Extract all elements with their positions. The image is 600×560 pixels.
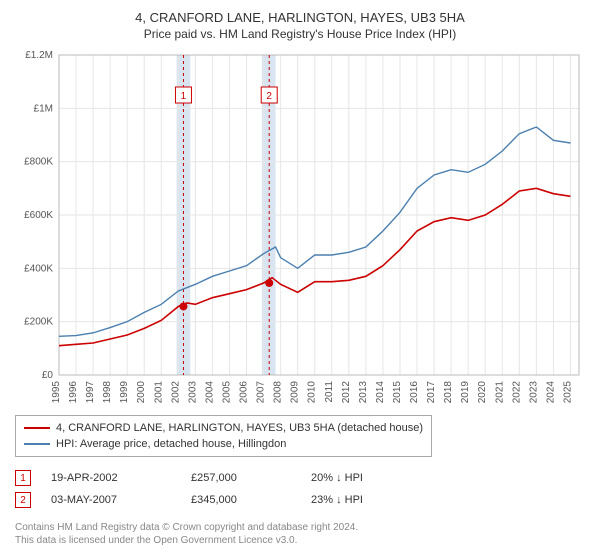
sale-delta: 23% ↓ HPI bbox=[311, 494, 411, 506]
svg-text:2022: 2022 bbox=[511, 381, 522, 404]
sale-row: 2 03-MAY-2007 £345,000 23% ↓ HPI bbox=[15, 489, 585, 511]
footnote-line: This data is licensed under the Open Gov… bbox=[15, 534, 585, 547]
svg-text:2010: 2010 bbox=[307, 381, 318, 404]
footnote-line: Contains HM Land Registry data © Crown c… bbox=[15, 521, 585, 534]
sales-table: 1 19-APR-2002 £257,000 20% ↓ HPI 2 03-MAY-200… bbox=[15, 467, 585, 511]
svg-text:2017: 2017 bbox=[426, 381, 437, 404]
svg-text:1999: 1999 bbox=[119, 381, 130, 404]
svg-text:£400K: £400K bbox=[24, 263, 53, 274]
svg-text:2011: 2011 bbox=[324, 381, 335, 403]
sale-price: £345,000 bbox=[191, 494, 291, 506]
svg-text:£0: £0 bbox=[42, 370, 54, 381]
svg-text:£1M: £1M bbox=[34, 103, 53, 114]
svg-text:2015: 2015 bbox=[392, 381, 403, 404]
svg-text:£800K: £800K bbox=[24, 157, 53, 168]
svg-text:2012: 2012 bbox=[341, 381, 352, 404]
sale-date: 19-APR-2002 bbox=[51, 472, 171, 484]
svg-text:2005: 2005 bbox=[221, 381, 232, 404]
svg-text:1998: 1998 bbox=[102, 381, 113, 404]
svg-text:2: 2 bbox=[266, 91, 272, 102]
chart-title: 4, CRANFORD LANE, HARLINGTON, HAYES, UB3… bbox=[15, 10, 585, 25]
svg-text:2000: 2000 bbox=[136, 381, 147, 404]
svg-text:2006: 2006 bbox=[239, 381, 250, 404]
svg-text:2019: 2019 bbox=[460, 381, 471, 404]
svg-text:2013: 2013 bbox=[358, 381, 369, 404]
legend-label: 4, CRANFORD LANE, HARLINGTON, HAYES, UB3… bbox=[56, 422, 423, 434]
svg-text:2016: 2016 bbox=[409, 381, 420, 404]
svg-text:2007: 2007 bbox=[256, 381, 267, 404]
svg-text:2002: 2002 bbox=[170, 381, 181, 404]
svg-text:2003: 2003 bbox=[187, 381, 198, 404]
svg-text:£600K: £600K bbox=[24, 210, 53, 221]
legend-swatch bbox=[24, 427, 50, 429]
legend-label: HPI: Average price, detached house, Hill… bbox=[56, 438, 286, 450]
svg-text:2024: 2024 bbox=[545, 381, 556, 404]
svg-text:1: 1 bbox=[181, 91, 187, 102]
svg-text:2004: 2004 bbox=[204, 381, 215, 404]
sale-badge: 1 bbox=[15, 470, 31, 486]
svg-text:1996: 1996 bbox=[68, 381, 79, 404]
svg-text:2023: 2023 bbox=[528, 381, 539, 404]
svg-text:2021: 2021 bbox=[494, 381, 505, 404]
svg-text:2020: 2020 bbox=[477, 381, 488, 404]
legend-swatch bbox=[24, 443, 50, 445]
line-chart: £0 £200K £400K £600K £800K £1M £1.2M 1995 1996 19… bbox=[15, 47, 585, 407]
sale-delta: 20% ↓ HPI bbox=[311, 472, 411, 484]
svg-text:2001: 2001 bbox=[153, 381, 164, 404]
legend-item: HPI: Average price, detached house, Hill… bbox=[24, 436, 423, 452]
sale-row: 1 19-APR-2002 £257,000 20% ↓ HPI bbox=[15, 467, 585, 489]
chart-area: £0 £200K £400K £600K £800K £1M £1.2M 1995 1996 19… bbox=[15, 47, 585, 407]
svg-text:£200K: £200K bbox=[24, 317, 53, 328]
svg-text:2014: 2014 bbox=[375, 381, 386, 404]
svg-text:1995: 1995 bbox=[51, 381, 62, 404]
sale-badge: 2 bbox=[15, 492, 31, 508]
chart-subtitle: Price paid vs. HM Land Registry's House … bbox=[15, 27, 585, 41]
legend-item: 4, CRANFORD LANE, HARLINGTON, HAYES, UB3… bbox=[24, 420, 423, 436]
sale-price: £257,000 bbox=[191, 472, 291, 484]
svg-text:£1.2M: £1.2M bbox=[25, 50, 53, 61]
svg-text:2018: 2018 bbox=[443, 381, 454, 404]
footnote: Contains HM Land Registry data © Crown c… bbox=[15, 521, 585, 547]
legend: 4, CRANFORD LANE, HARLINGTON, HAYES, UB3… bbox=[15, 415, 432, 457]
svg-text:2009: 2009 bbox=[290, 381, 301, 404]
svg-text:2008: 2008 bbox=[273, 381, 284, 404]
svg-text:1997: 1997 bbox=[85, 381, 96, 404]
svg-text:2025: 2025 bbox=[562, 381, 573, 404]
sale-date: 03-MAY-2007 bbox=[51, 494, 171, 506]
